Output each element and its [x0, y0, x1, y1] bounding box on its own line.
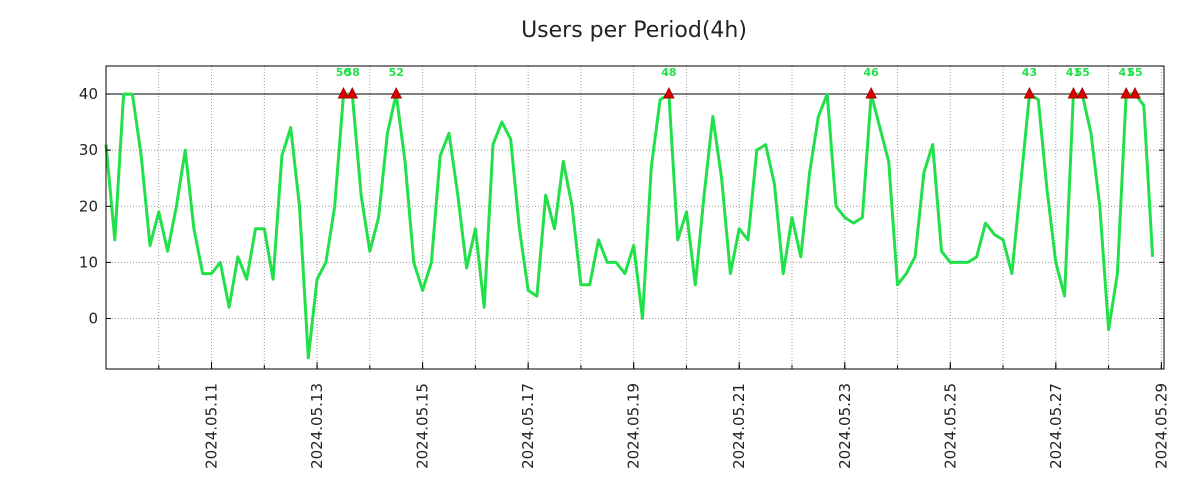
peak-marker [1129, 86, 1141, 99]
peak-marker [1076, 86, 1089, 99]
x-tick-label: 2024.05.29 [1152, 383, 1170, 469]
peak-label: 50 [336, 66, 352, 79]
y-tick-label: 30 [79, 141, 98, 159]
series-layer [104, 92, 1155, 360]
grid-lines [105, 66, 1164, 369]
peak-label: 52 [389, 66, 404, 79]
peak-label: 46 [863, 66, 879, 79]
x-tick-label: 2024.05.25 [941, 383, 959, 469]
peak-marker [1067, 86, 1080, 99]
peak-label: 55 [1075, 66, 1090, 79]
peak-label: 41 [1066, 66, 1081, 79]
x-tick-label: 2024.05.17 [519, 383, 537, 469]
peak-marker [865, 86, 877, 99]
x-tick-label: 2024.05.21 [730, 383, 748, 469]
x-tick-label: 2024.05.19 [625, 383, 643, 469]
y-tick-label: 10 [79, 253, 98, 271]
peak-label: 58 [345, 66, 360, 79]
peak-label: 43 [1022, 66, 1037, 79]
y-tick-label: 40 [79, 85, 98, 103]
y-tick-label: 20 [79, 197, 98, 215]
x-tick-label: 2024.05.13 [308, 383, 326, 469]
peak-marker [1120, 86, 1133, 99]
chart-title: Users per Period(4h) [521, 18, 747, 43]
series-line-users [104, 92, 1155, 360]
axis-layer: 0 10 20 30 40 2024.05.11 2024.05.13 2024.05.15 2… [79, 85, 1170, 469]
x-tick-label: 2024.05.27 [1047, 383, 1065, 469]
peak-marker [390, 86, 403, 99]
x-tick-label: 2024.05.15 [414, 383, 432, 469]
peak-label: 55 [1127, 66, 1142, 79]
plot-frame [105, 65, 1165, 370]
peak-marker [1023, 86, 1036, 99]
x-tick-label: 2024.05.11 [203, 383, 221, 469]
peak-marker [346, 86, 359, 99]
peak-label: 41 [1119, 66, 1134, 79]
y-tick-label: 0 [88, 310, 98, 328]
peak-label: 48 [661, 66, 676, 79]
x-tick-label: 2024.05.23 [836, 383, 854, 469]
peak-marker [663, 86, 675, 99]
peak-marker [337, 86, 350, 99]
